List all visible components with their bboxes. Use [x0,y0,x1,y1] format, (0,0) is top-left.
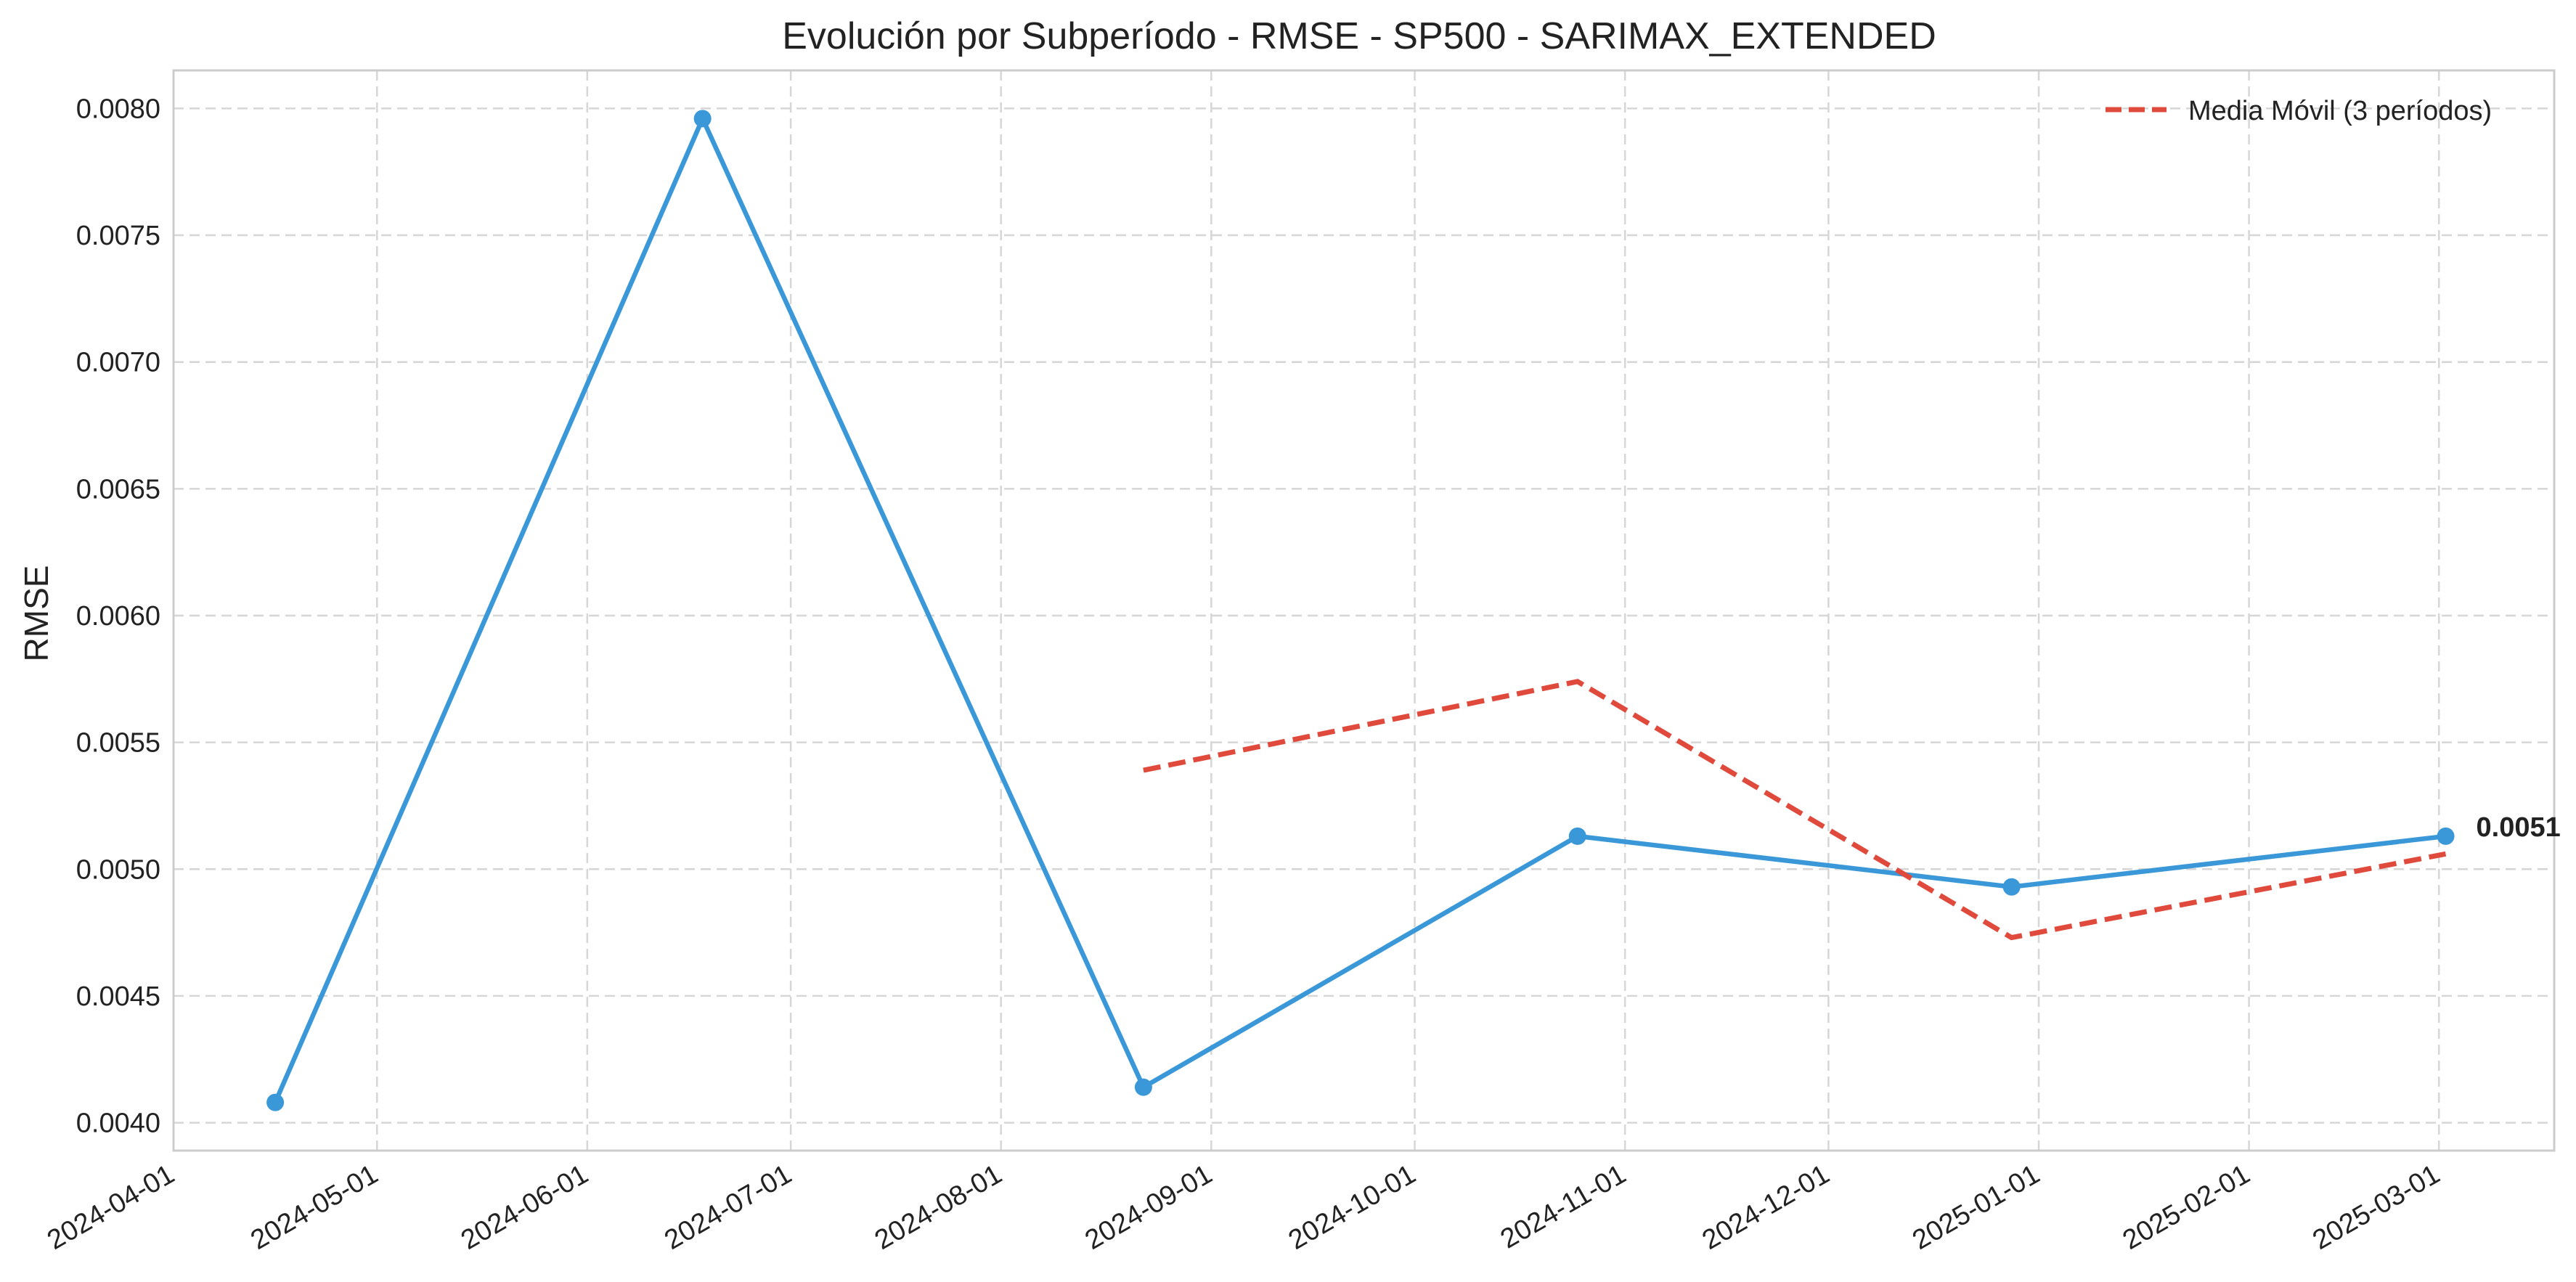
rmse-series-line [273,113,2446,1103]
grid-lines [172,70,2554,1151]
y-axis-label: RMSE [17,566,55,662]
rmse-point [1134,1078,1152,1096]
legend: Media Móvil (3 períodos) [2106,96,2492,126]
y-axis-ticks: 0.0040 0.0045 0.0050 0.0055 0.0060 0.0065 0.00… [76,94,160,1138]
annotations: 0.0051 [2477,812,2561,843]
last-value-annotation: 0.0051 [2477,812,2561,843]
plot-frame [172,69,2556,1152]
y-tick-label: 0.0040 [76,1109,160,1139]
y-tick-label: 0.0070 [76,348,160,378]
rmse-point [693,110,712,128]
y-tick-label: 0.0050 [76,854,160,885]
y-tick-label: 0.0045 [76,981,160,1012]
y-tick-label: 0.0075 [76,221,160,251]
series-layer [266,110,2455,1111]
y-tick-label: 0.0080 [76,94,160,124]
chart-title: Evolución por Subperíodo - RMSE - SP500 … [782,15,1936,57]
legend-label-moving-average: Media Móvil (3 períodos) [2188,96,2492,126]
rmse-point [2002,878,2021,896]
y-tick-label: 0.0055 [76,728,160,759]
rmse-point [266,1093,285,1111]
rmse-point [1568,827,1586,845]
y-tick-label: 0.0060 [76,601,160,632]
rmse-point [2437,827,2455,845]
moving-average-line [1143,679,2447,941]
y-tick-label: 0.0065 [76,474,160,505]
